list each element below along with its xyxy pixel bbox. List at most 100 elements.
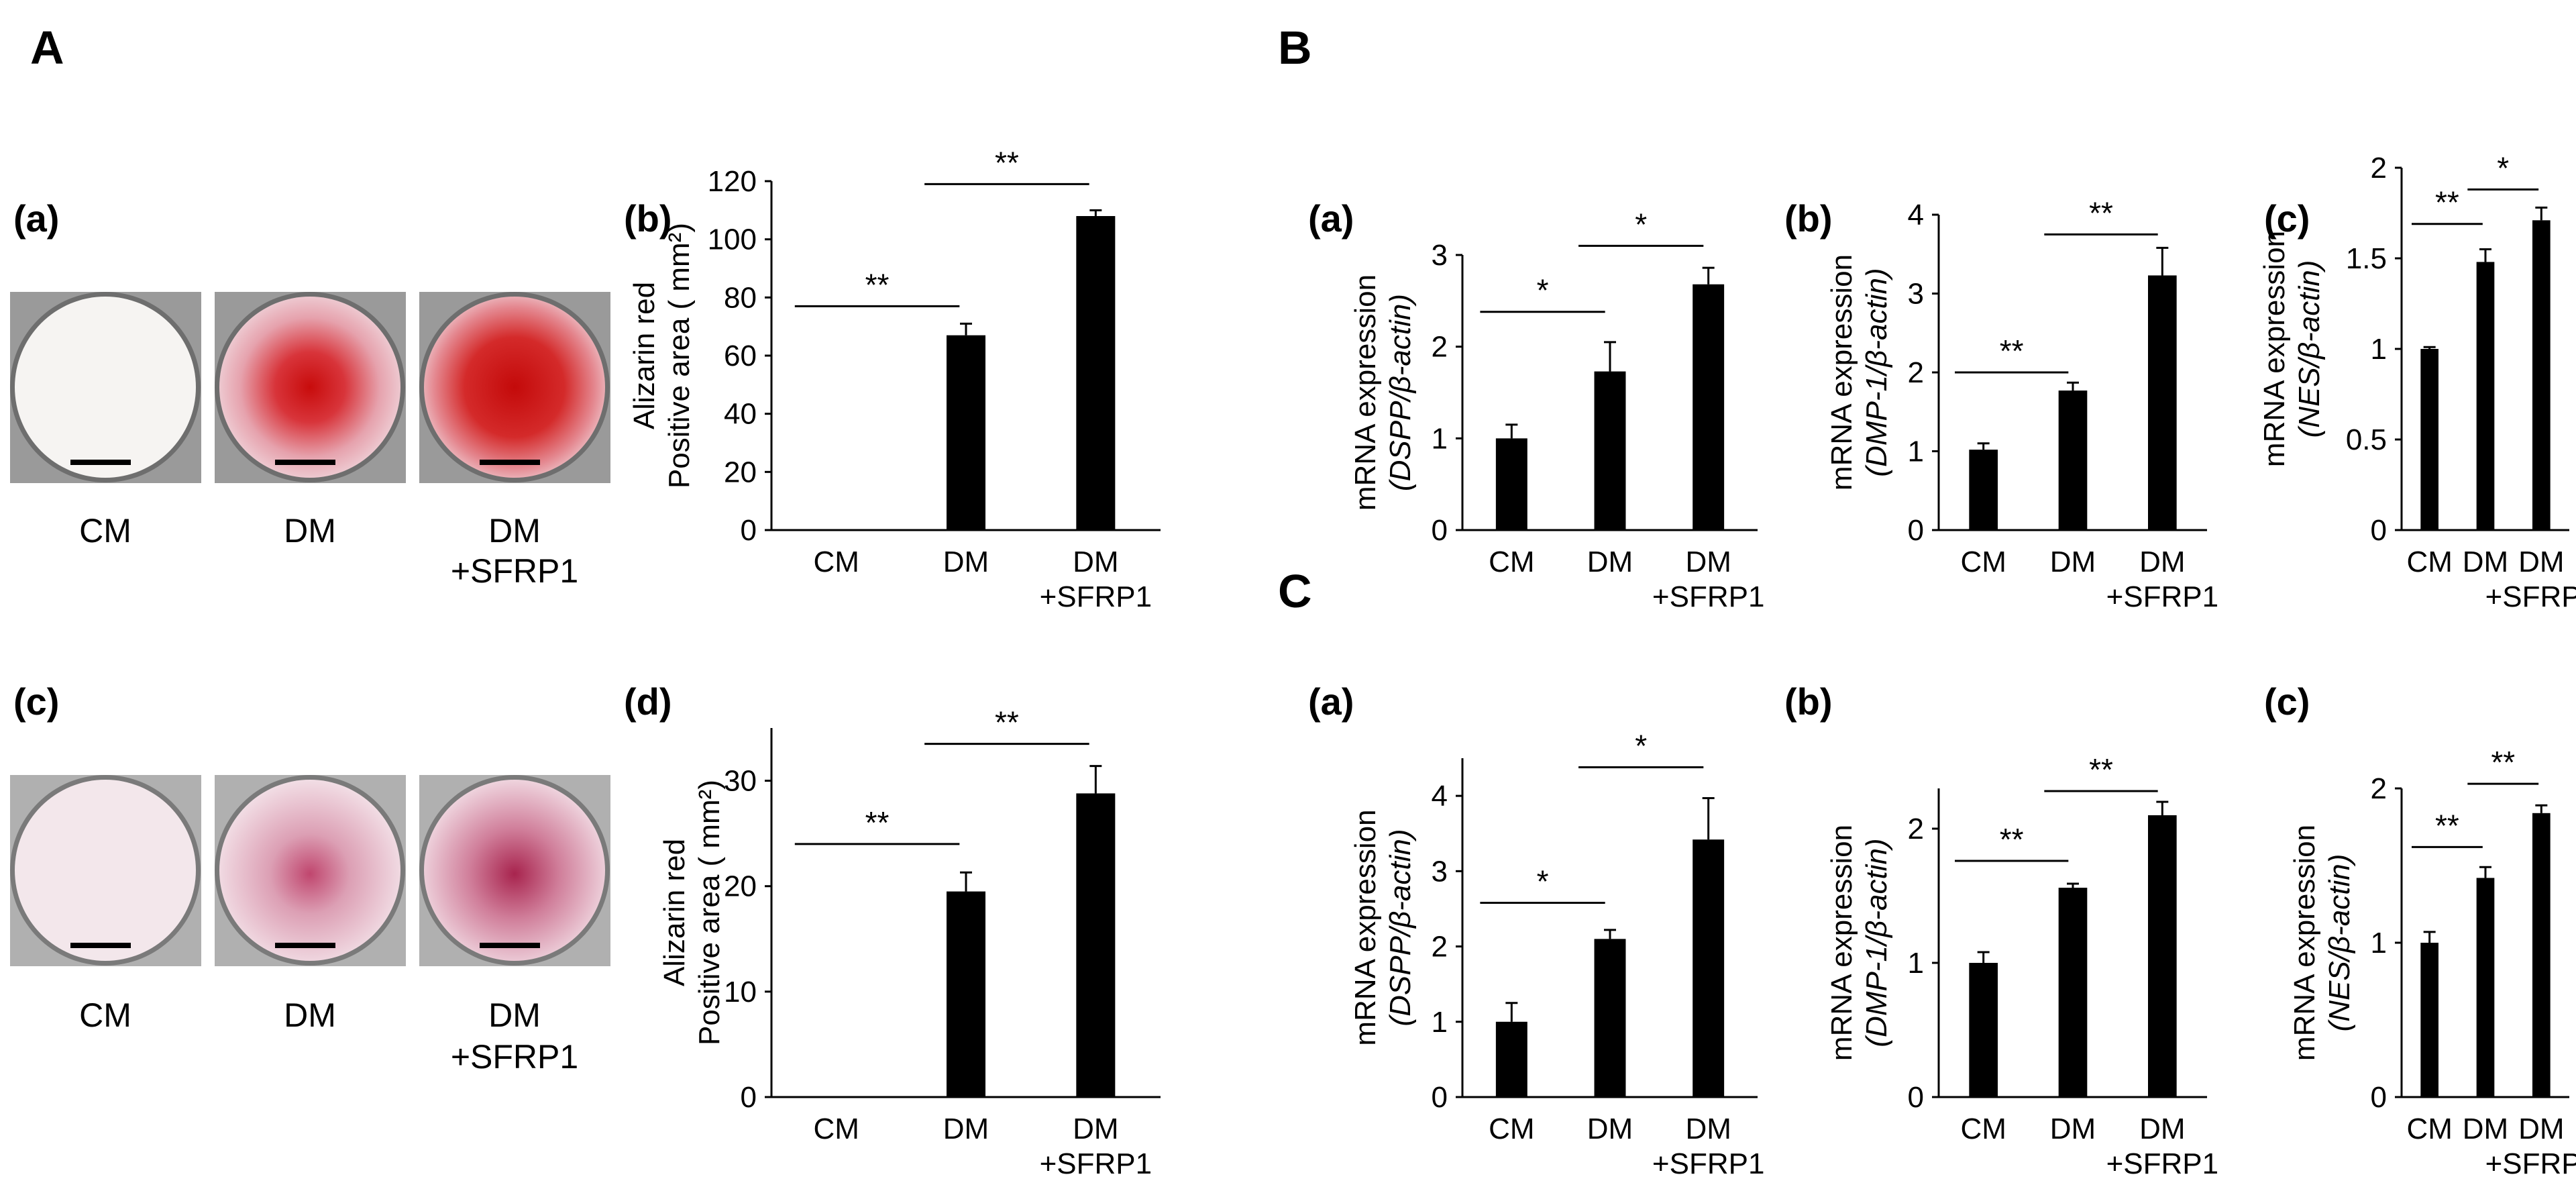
bar (2532, 220, 2551, 530)
image-label-cm: CM (79, 512, 131, 550)
chart-dmp1-b: (b) 0 1 2 3 4 mRNA expression (DMP-1/β-actin) CM… (1784, 195, 2218, 613)
y-tick-label: 2 (1432, 331, 1448, 364)
x-category-label: DM (2518, 546, 2564, 578)
y-tick-label: 3 (1908, 278, 1924, 311)
significance-label: ** (995, 145, 1019, 180)
y-tick-label: 4 (1432, 780, 1448, 813)
y-axis-label: Positive area ( mm²) (663, 223, 696, 488)
x-category-label: CM (1960, 546, 2006, 578)
y-axis-label: (DSPP/β-actin) (1384, 294, 1417, 491)
y-axis-label: (DSPP/β-actin) (1384, 829, 1417, 1026)
y-tick-label: 0 (741, 1081, 757, 1114)
x-category-label: DM (943, 1112, 989, 1145)
plate-cm-bottom (10, 775, 201, 966)
y-axis-label: (DMP-1/β-actin) (1860, 268, 1893, 476)
x-category-label: CM (1489, 546, 1534, 578)
significance-label: ** (2000, 333, 2024, 368)
y-tick-label: 3 (1432, 855, 1448, 888)
y-axis-label: Positive area ( mm²) (693, 780, 726, 1045)
x-category-label: +SFRP1 (2106, 1147, 2219, 1180)
y-axis-label: mRNA expression (2288, 825, 2321, 1061)
x-category-label: +SFRP1 (1040, 1147, 1152, 1180)
x-category-label: CM (1489, 1112, 1534, 1145)
bar (2148, 815, 2177, 1097)
y-axis-label: (NES/β-actin) (2293, 260, 2326, 438)
bar (2476, 262, 2495, 530)
panel-tag: (a) (1308, 197, 1354, 240)
panel-tag: (b) (1784, 680, 1833, 723)
y-axis-label: mRNA expression (2258, 231, 2291, 467)
y-tick-label: 1 (1908, 435, 1924, 468)
panel-label-a: A (30, 21, 64, 74)
image-label-dm: DM (284, 512, 336, 550)
y-axis-label: mRNA expression (1825, 825, 1858, 1061)
chart-alizarin-bottom: (d) 0 10 20 30 Alizarin red Positive area ( mm… (624, 680, 1161, 1180)
y-axis-label: mRNA expression (1349, 274, 1382, 511)
x-category-label: DM (2139, 1112, 2185, 1145)
image-label-dm: DM (284, 996, 336, 1034)
bar (2476, 878, 2495, 1097)
image-label-sfrp1: +SFRP1 (451, 1038, 578, 1076)
y-axis-label: (DMP-1/β-actin) (1860, 838, 1893, 1047)
y-axis-label: Alizarin red (628, 282, 661, 429)
y-tick-label: 2 (2371, 772, 2387, 805)
x-category-label: DM (1587, 546, 1633, 578)
y-tick-label: 0 (2371, 1081, 2387, 1114)
bar (2058, 391, 2088, 530)
x-category-label: +SFRP1 (2485, 1147, 2576, 1180)
bar (2532, 813, 2551, 1097)
x-category-label: DM (2139, 546, 2185, 578)
plate-dm-top (215, 292, 406, 483)
image-label-sfrp1: +SFRP1 (451, 552, 578, 590)
y-tick-label: 0 (1908, 1081, 1924, 1114)
x-category-label: DM (1685, 1112, 1731, 1145)
y-tick-label: 100 (708, 223, 757, 256)
chart-nes-b: (c) 0 0.5 1 1.5 2 mRNA expression (NES/β-actin)… (2258, 150, 2576, 613)
significance-label: * (1537, 864, 1549, 898)
chart-dspp-c: (a) 0 1 2 3 4 mRNA expression (DSPP/β-actin) CM D… (1308, 680, 1764, 1180)
panel-label-c: C (1278, 565, 1312, 617)
significance-label: ** (2435, 808, 2459, 843)
y-tick-label: 0 (1908, 514, 1924, 547)
y-axis-label: (NES/β-actin) (2323, 854, 2356, 1032)
y-tick-label: 1 (2371, 333, 2387, 366)
x-category-label: +SFRP1 (1040, 580, 1152, 613)
panel-tag: (d) (624, 680, 672, 723)
panel-tag: (a) (1308, 680, 1354, 723)
y-tick-label: 40 (724, 398, 757, 431)
y-tick-label: 4 (1908, 199, 1924, 231)
chart-dmp1-c: (b) 0 1 2 mRNA expression (DMP-1/β-actin) CM DM… (1784, 680, 2218, 1180)
x-category-label: DM (1587, 1112, 1633, 1145)
y-tick-label: 2 (2371, 152, 2387, 185)
image-panel-c: (c) CM DM DM +SFRP1 (10, 680, 610, 1076)
significance-label: ** (865, 267, 890, 302)
bar (2058, 888, 2088, 1097)
chart-alizarin-top: (b) 0 20 40 60 80 100 120 Alizarin red Positive a… (624, 145, 1161, 613)
x-category-label: CM (2406, 1112, 2452, 1145)
image-tag-a: (a) (13, 197, 59, 240)
panel-tag: (c) (2264, 197, 2310, 240)
bar (1495, 1021, 1527, 1097)
image-tag-c: (c) (13, 680, 59, 723)
y-tick-label: 30 (724, 765, 757, 798)
x-category-label: DM (1073, 1112, 1118, 1145)
bar (1693, 284, 1725, 530)
y-tick-label: 0.5 (2346, 423, 2387, 456)
x-category-label: CM (1960, 1112, 2006, 1145)
y-tick-label: 0 (1432, 514, 1448, 547)
plate-sfrp1-bottom (419, 775, 610, 966)
bar (2148, 275, 2177, 530)
panel-label-b: B (1278, 21, 1312, 74)
y-tick-label: 1 (1432, 422, 1448, 455)
y-tick-label: 0 (741, 514, 757, 547)
bar (2420, 349, 2438, 530)
y-tick-label: 120 (708, 165, 757, 198)
x-category-label: +SFRP1 (1652, 580, 1765, 613)
significance-label: ** (995, 705, 1019, 740)
x-category-label: CM (2406, 546, 2452, 578)
significance-label: ** (2000, 822, 2024, 857)
chart-nes-c: (c) 0 1 2 mRNA expression (NES/β-actin) CM DM DM… (2264, 680, 2576, 1180)
bar (947, 891, 985, 1097)
y-tick-label: 2 (1432, 931, 1448, 964)
